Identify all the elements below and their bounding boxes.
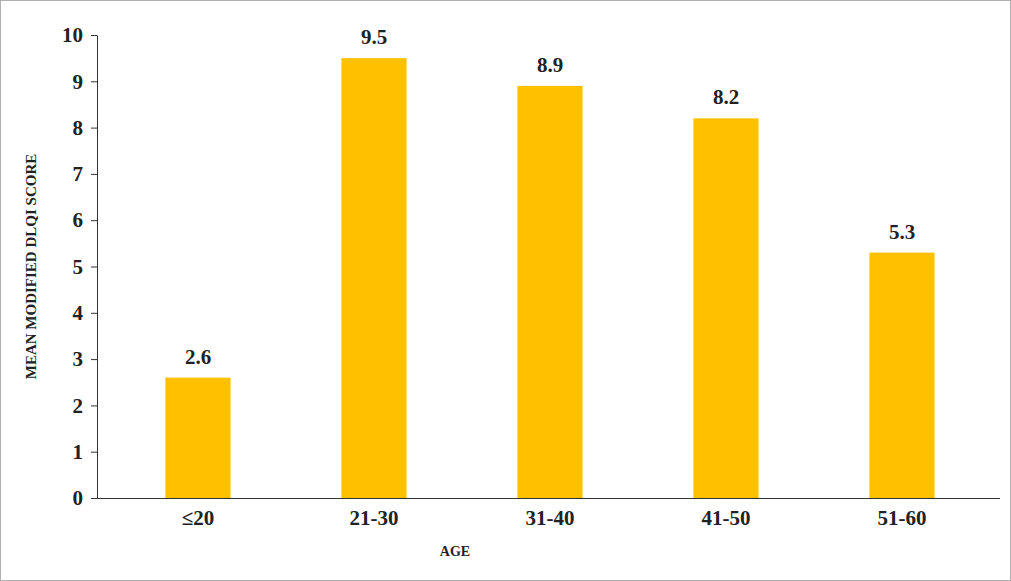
x-tick: 41-50 [702, 498, 751, 530]
y-tick-label: 2 [73, 394, 84, 418]
y-tick: 0 [73, 486, 98, 510]
y-tick-mark [91, 452, 97, 453]
data-label: 8.9 [537, 53, 563, 77]
bar [341, 58, 406, 498]
y-axis-title: MEAN MODIFIED DLQI SCORE [23, 154, 39, 379]
y-tick-mark [91, 128, 97, 129]
bar [693, 118, 758, 498]
y-tick-label: 5 [73, 255, 84, 279]
data-label: 8.2 [713, 85, 739, 109]
data-label: 9.5 [361, 25, 387, 49]
x-axis-title: AGE [440, 544, 470, 559]
y-axis-line [97, 36, 98, 499]
x-tick-label: 51-60 [878, 506, 927, 530]
y-tick-label: 6 [73, 208, 84, 232]
data-label: 5.3 [889, 220, 915, 244]
chart: 0 1 2 3 4 5 6 7 8 9 10 ≤20 21-30 31-40 41-50 51-60 2.6 9.… [0, 0, 1011, 581]
y-tick-label: 4 [73, 301, 84, 325]
y-tick: 5 [73, 255, 98, 279]
y-tick-mark [91, 81, 97, 82]
frame [1, 1, 1011, 581]
y-tick-mark [91, 220, 97, 221]
bar [869, 253, 934, 498]
y-tick-mark [91, 405, 97, 406]
y-tick-label: 1 [73, 440, 84, 464]
y-tick-label: 10 [62, 23, 83, 47]
y-tick-mark [91, 359, 97, 360]
x-axis: ≤20 21-30 31-40 41-50 51-60 [97, 498, 1000, 530]
x-tick: 31-40 [526, 498, 575, 530]
x-tick: ≤20 [182, 498, 215, 530]
y-tick-label: 7 [73, 162, 84, 186]
x-tick-label: 31-40 [526, 506, 575, 530]
x-axis-line [97, 498, 1000, 499]
bar [165, 378, 230, 498]
y-tick: 4 [73, 301, 98, 325]
y-tick: 10 [62, 23, 97, 47]
y-tick: 7 [73, 162, 98, 186]
bars [165, 58, 934, 498]
data-label: 2.6 [185, 345, 211, 369]
y-tick-mark [91, 267, 97, 268]
y-tick: 6 [73, 208, 98, 232]
x-tick-label: 21-30 [350, 506, 399, 530]
y-tick-label: 3 [73, 347, 84, 371]
y-tick-mark [91, 313, 97, 314]
bar [517, 86, 582, 498]
x-tick: 51-60 [878, 498, 927, 530]
data-labels: 2.6 9.5 8.9 8.2 5.3 [185, 25, 915, 368]
y-axis: 0 1 2 3 4 5 6 7 8 9 10 [62, 23, 98, 510]
y-tick: 8 [73, 116, 98, 140]
y-tick-label: 8 [73, 116, 84, 140]
y-tick: 1 [73, 440, 98, 464]
y-tick: 2 [73, 394, 98, 418]
x-tick-label: 41-50 [702, 506, 751, 530]
y-tick-mark [91, 35, 97, 36]
y-tick-mark [91, 174, 97, 175]
y-tick-label: 0 [73, 486, 84, 510]
x-tick-label: ≤20 [182, 506, 215, 530]
y-tick-label: 9 [73, 70, 84, 94]
y-tick: 3 [73, 347, 98, 371]
y-tick: 9 [73, 70, 98, 94]
x-tick: 21-30 [350, 498, 399, 530]
y-tick-mark [91, 498, 97, 499]
